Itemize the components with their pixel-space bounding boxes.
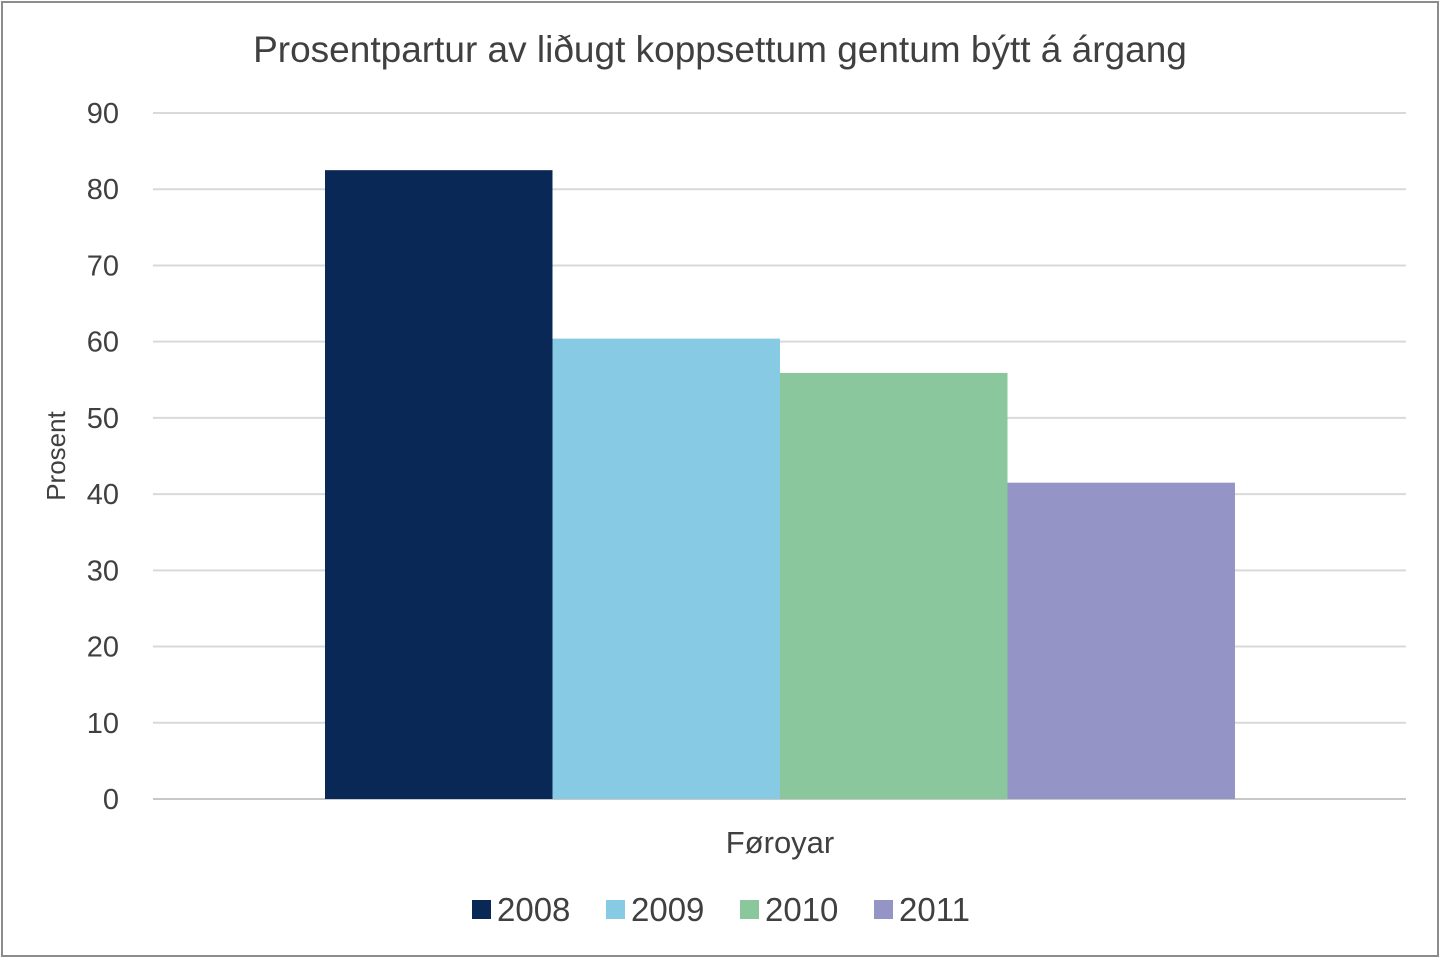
bars: [325, 170, 1235, 799]
legend-item-2009: 2009: [606, 891, 704, 928]
bar-2009: [552, 338, 780, 799]
legend: 2008 2009 2010 2011: [472, 891, 970, 928]
legend-label: 2008: [497, 891, 570, 928]
y-tick-label: 20: [87, 632, 119, 664]
legend-item-2011: 2011: [874, 891, 970, 928]
y-tick-labels: 0 10 20 30 40 50 60 70 80 90: [87, 98, 119, 816]
chart-title: Prosentpartur av liðugt koppsettum gentu…: [253, 29, 1187, 70]
y-tick-label: 60: [87, 327, 119, 359]
y-tick-label: 90: [87, 98, 119, 130]
y-tick-label: 40: [87, 479, 119, 511]
legend-label: 2009: [631, 891, 704, 928]
legend-swatch: [874, 900, 893, 919]
y-tick-label: 30: [87, 555, 119, 587]
legend-label: 2011: [899, 891, 970, 928]
y-axis-label: Prosent: [41, 410, 71, 500]
y-tick-label: 0: [103, 784, 119, 816]
legend-item-2010: 2010: [740, 891, 838, 928]
legend-swatch: [472, 900, 491, 919]
legend-swatch: [606, 900, 625, 919]
bar-2008: [325, 170, 553, 799]
y-tick-label: 10: [87, 708, 119, 740]
legend-item-2008: 2008: [472, 891, 570, 928]
bar-2010: [780, 372, 1008, 799]
y-tick-label: 50: [87, 403, 119, 435]
bar-2011: [1007, 482, 1235, 799]
y-tick-label: 80: [87, 174, 119, 206]
category-label: Føroyar: [726, 825, 835, 860]
legend-swatch: [740, 900, 759, 919]
legend-label: 2010: [765, 891, 838, 928]
y-tick-label: 70: [87, 250, 119, 282]
